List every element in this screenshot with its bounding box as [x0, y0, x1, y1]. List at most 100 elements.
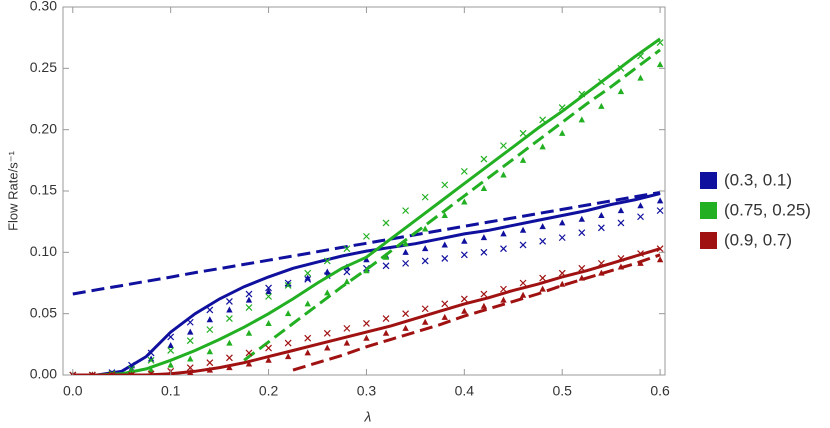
triangle-marker [324, 289, 331, 296]
y-axis-label: Flow Rate/s⁻¹ [5, 150, 20, 230]
triangle-marker [441, 212, 448, 219]
x-tick-label: 0.5 [552, 383, 572, 399]
cross-marker [460, 167, 468, 175]
cross-marker [69, 371, 77, 375]
cross-marker [265, 284, 272, 292]
dashed-line [72, 191, 661, 296]
triangle-marker [324, 344, 331, 351]
triangle-marker [637, 202, 644, 209]
cross-marker [637, 52, 644, 60]
triangle-marker [539, 223, 546, 230]
triangle-marker [402, 324, 409, 331]
triangle-marker [382, 329, 390, 336]
cross-marker [245, 304, 253, 311]
triangle-marker [598, 269, 605, 276]
cross-marker [147, 356, 155, 364]
triangle-marker [402, 248, 409, 255]
cross-marker [206, 326, 214, 334]
cross-marker [245, 349, 253, 357]
cross-marker [441, 181, 449, 189]
triangle-marker [226, 306, 233, 313]
triangle-marker [578, 274, 585, 281]
triangle-marker [304, 349, 311, 356]
triangle-marker [304, 274, 311, 281]
x-tick-label: 0.6 [650, 383, 670, 399]
cross-marker [186, 318, 194, 326]
solid-line [72, 37, 661, 375]
cross-marker [597, 259, 605, 267]
triangle-marker [637, 74, 644, 81]
cross-marker [500, 142, 507, 150]
cross-marker [382, 315, 390, 322]
y-tick-label: 0.10 [30, 243, 57, 259]
cross-marker [558, 234, 566, 242]
cross-marker [284, 279, 292, 287]
cross-marker [617, 219, 625, 227]
x-axis-label: λ [364, 409, 372, 425]
legend-label: (0.75, 0.25) [724, 200, 811, 219]
cross-marker [421, 305, 429, 313]
cross-marker [167, 347, 175, 354]
cross-marker [343, 268, 351, 276]
triangle-marker [265, 288, 272, 295]
triangle-marker [187, 328, 194, 335]
triangle-marker [461, 237, 468, 244]
plot-frame [62, 6, 666, 376]
cross-marker [656, 39, 664, 46]
x-tick-label: 0.3 [357, 383, 377, 399]
triangle-marker [637, 259, 644, 266]
cross-marker [343, 245, 351, 253]
triangle-marker [656, 61, 664, 68]
triangle-marker [187, 369, 194, 375]
triangle-marker [245, 360, 253, 367]
cross-marker [441, 255, 449, 262]
dashed-line [243, 48, 662, 362]
triangle-marker [265, 356, 272, 363]
legend-swatch [700, 172, 717, 189]
cross-marker [147, 349, 155, 357]
cross-marker [421, 257, 429, 265]
cross-marker [323, 329, 331, 337]
cross-marker [519, 279, 527, 287]
triangle-marker [598, 212, 605, 219]
triangle-marker [519, 156, 527, 163]
y-tick-label: 0.20 [30, 120, 57, 136]
y-tick-label: 0.15 [30, 182, 57, 198]
triangle-marker [500, 171, 507, 178]
y-tick-label: 0.00 [30, 366, 57, 382]
triangle-marker [617, 88, 625, 95]
cross-marker [656, 245, 664, 253]
cross-marker [206, 306, 214, 314]
cross-marker [128, 365, 135, 373]
cross-marker [382, 262, 390, 270]
cross-marker [128, 371, 135, 375]
triangle-marker [284, 310, 292, 317]
triangle-marker [226, 364, 233, 371]
cross-marker [363, 320, 370, 327]
triangle-marker [500, 296, 507, 303]
cross-marker [186, 364, 194, 372]
triangle-marker [441, 241, 448, 248]
cross-marker [343, 324, 351, 332]
triangle-marker [500, 230, 507, 237]
cross-marker [480, 248, 488, 256]
cross-marker [304, 334, 312, 342]
cross-marker [656, 207, 664, 215]
dashed-line [292, 253, 661, 372]
triangle-marker [617, 263, 625, 270]
cross-marker [402, 207, 410, 215]
triangle-marker [539, 143, 546, 150]
triangle-marker [363, 267, 370, 274]
triangle-marker [656, 256, 664, 263]
cross-marker [480, 290, 488, 298]
triangle-marker [441, 313, 448, 320]
cross-marker [304, 275, 312, 283]
x-tick-label: 0.1 [161, 383, 181, 399]
triangle-marker [559, 280, 566, 287]
triangle-marker [480, 302, 488, 309]
x-tick-label: 0.2 [259, 383, 279, 399]
triangle-marker [421, 318, 429, 325]
cross-marker [245, 290, 253, 298]
cross-marker [108, 371, 116, 375]
